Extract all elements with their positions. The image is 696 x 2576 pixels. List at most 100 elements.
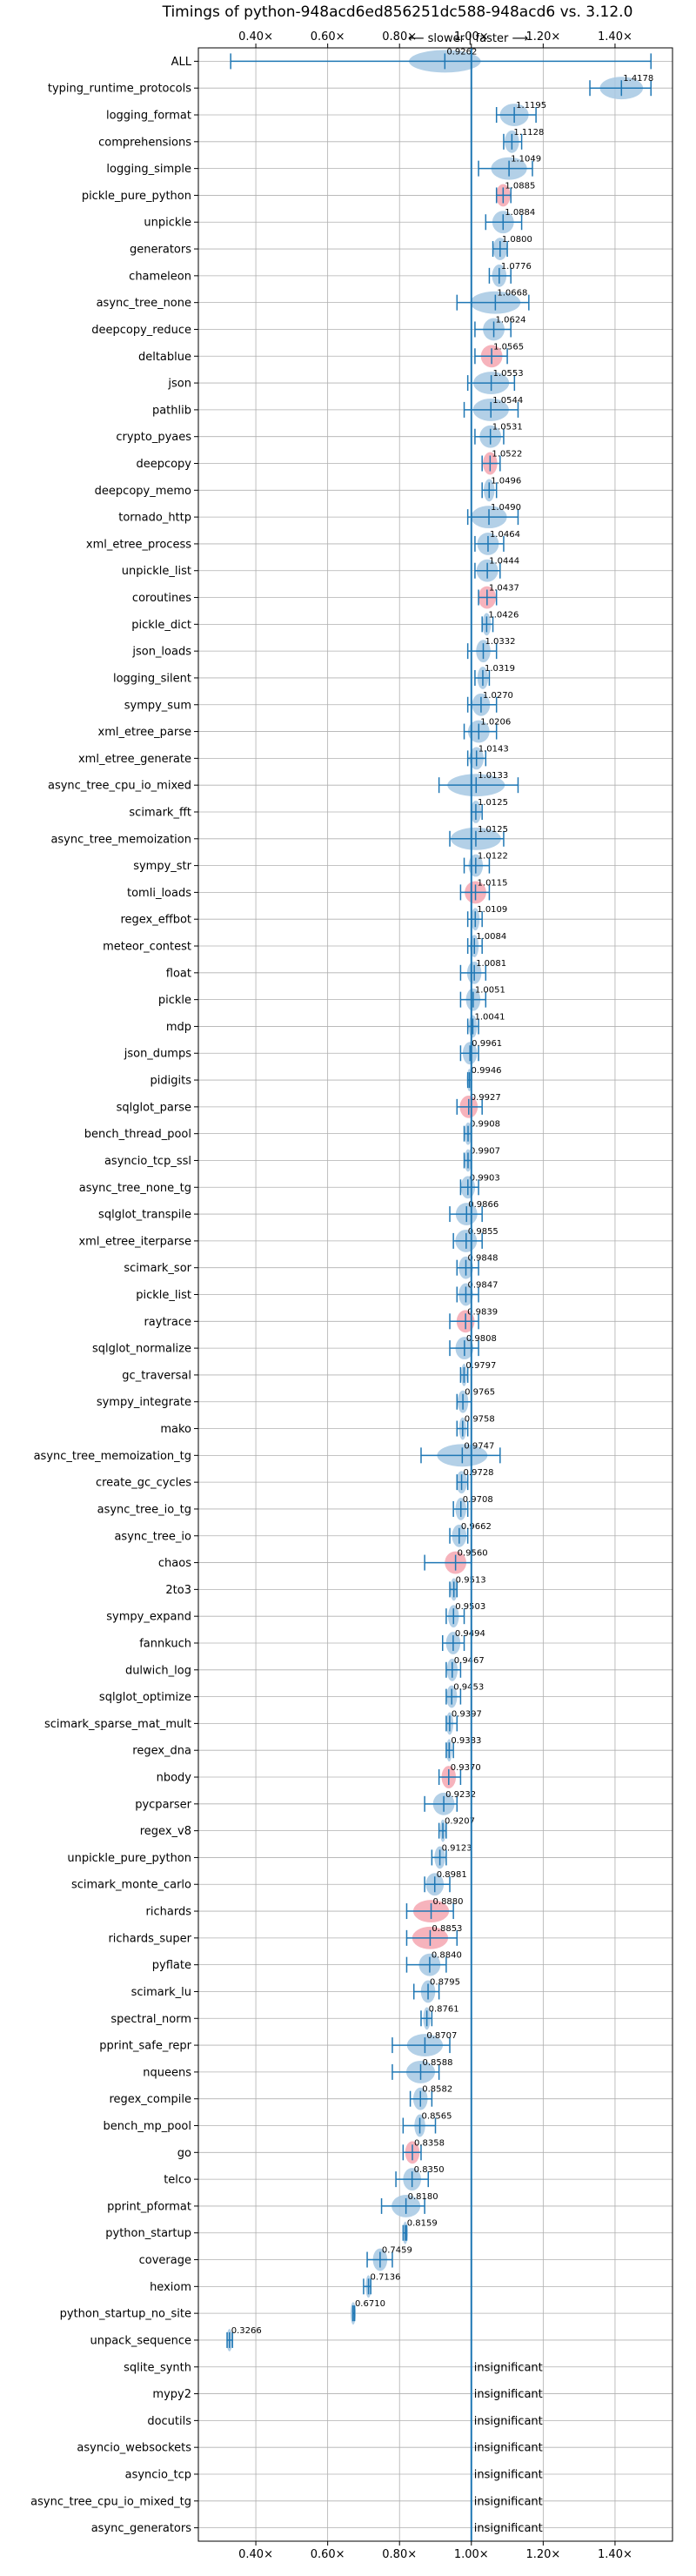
category-label: deepcopy bbox=[136, 458, 191, 471]
category-label: pprint_pformat bbox=[107, 2200, 191, 2213]
category-label: deepcopy_memo bbox=[95, 485, 191, 498]
x-tick-label-bottom: 0.80× bbox=[382, 2548, 417, 2561]
value-label: 1.0490 bbox=[491, 503, 521, 513]
value-label: 1.0143 bbox=[478, 744, 509, 754]
value-label: 1.0125 bbox=[478, 798, 508, 808]
value-label: 0.9927 bbox=[471, 1093, 501, 1103]
category-label: pyflate bbox=[152, 1959, 191, 1972]
value-label: 0.9232 bbox=[445, 1790, 476, 1800]
x-axis-top: 0.40× 0.60× 0.80× 1.00× 1.20× 1.40× bbox=[238, 30, 632, 48]
value-label: 0.8350 bbox=[414, 2165, 445, 2175]
category-label: fannkuch bbox=[139, 1637, 191, 1650]
value-label: 1.0444 bbox=[489, 557, 519, 567]
category-label: async_tree_io_tg bbox=[97, 1503, 191, 1516]
value-label: 1.0800 bbox=[502, 235, 532, 245]
x-tick-label-bottom: 0.40× bbox=[238, 2548, 273, 2561]
category-label: dulwich_log bbox=[125, 1664, 191, 1677]
insignificant-label: insignificant bbox=[474, 2361, 543, 2374]
value-label: 1.0270 bbox=[483, 691, 513, 701]
value-label: 0.8853 bbox=[432, 1924, 462, 1934]
insignificant-label: insignificant bbox=[474, 2388, 543, 2401]
value-label: 0.9503 bbox=[455, 1602, 485, 1612]
value-label: 0.8582 bbox=[422, 2085, 452, 2095]
value-label: 0.8358 bbox=[414, 2138, 445, 2148]
value-label: 0.8880 bbox=[433, 1897, 464, 1907]
x-tick-label-top: 1.40× bbox=[598, 30, 632, 44]
category-label: richards_super bbox=[108, 1932, 191, 1945]
category-label: scimark_lu bbox=[131, 1986, 191, 1999]
value-label: 1.0885 bbox=[505, 181, 535, 191]
category-label: regex_effbot bbox=[120, 914, 191, 927]
value-label: 0.9855 bbox=[468, 1227, 499, 1237]
value-label: 0.9747 bbox=[464, 1441, 494, 1451]
category-label: pickle bbox=[158, 994, 191, 1007]
category-label: deltablue bbox=[138, 351, 191, 364]
category-label: pycparser bbox=[135, 1798, 191, 1811]
category-label: xml_etree_process bbox=[86, 538, 191, 551]
category-label: json_loads bbox=[131, 646, 191, 659]
category-label: unpack_sequence bbox=[90, 2334, 191, 2347]
category-label: json bbox=[167, 378, 191, 391]
value-label: 1.0319 bbox=[485, 664, 515, 674]
plot-frame bbox=[197, 47, 673, 2542]
category-label: asyncio_tcp_ssl bbox=[104, 1155, 191, 1168]
category-label: unpickle_pure_python bbox=[67, 1852, 191, 1865]
value-label: 1.0133 bbox=[478, 771, 508, 781]
category-label: richards bbox=[146, 1906, 192, 1919]
value-label: 0.8981 bbox=[437, 1870, 467, 1880]
category-label: python_startup_no_site bbox=[60, 2308, 191, 2321]
x-tick-label-bottom: 1.00× bbox=[454, 2548, 489, 2561]
category-label: regex_compile bbox=[109, 2093, 191, 2106]
category-label: raytrace bbox=[144, 1316, 191, 1329]
value-label: 0.9907 bbox=[470, 1146, 500, 1156]
value-label: 1.0122 bbox=[478, 852, 508, 862]
category-label: sympy_expand bbox=[106, 1611, 191, 1624]
category-label: bench_thread_pool bbox=[84, 1128, 191, 1141]
x-tick-label-top: 0.40× bbox=[238, 30, 273, 44]
category-label: float bbox=[166, 967, 191, 980]
category-label: logging_format bbox=[106, 110, 191, 123]
value-label: 0.9903 bbox=[470, 1173, 500, 1183]
insignificant-label: insignificant bbox=[474, 2522, 543, 2535]
value-label: 1.4178 bbox=[623, 74, 653, 84]
x-axis-bottom: 0.40× 0.60× 0.80× 1.00× 1.20× 1.40× bbox=[238, 2541, 632, 2561]
value-label: 1.0496 bbox=[491, 476, 521, 486]
x-tick-label-bottom: 1.20× bbox=[525, 2548, 560, 2561]
category-label: ALL bbox=[171, 56, 192, 69]
x-tick-label-top: 0.80× bbox=[382, 30, 417, 44]
category-label: pathlib bbox=[152, 404, 191, 417]
category-label: sqlglot_optimize bbox=[99, 1691, 191, 1704]
category-label: pprint_safe_repr bbox=[99, 2040, 191, 2053]
category-label: async_tree_none_tg bbox=[79, 1182, 191, 1195]
value-label: 1.0332 bbox=[485, 637, 515, 647]
value-label: 1.1128 bbox=[513, 128, 544, 138]
chart-title: Timings of python-948acd6ed856251dc588-9… bbox=[162, 3, 633, 21]
value-label: 0.8795 bbox=[430, 1977, 460, 1987]
category-label: async_tree_cpu_io_mixed bbox=[48, 780, 191, 793]
value-label: 1.0051 bbox=[475, 986, 505, 996]
insignificant-label: insignificant bbox=[474, 2495, 543, 2508]
value-label: 1.0109 bbox=[477, 905, 507, 915]
category-label: bench_mp_pool bbox=[103, 2120, 191, 2133]
x-tick-label-bottom: 0.60× bbox=[311, 2548, 345, 2561]
value-label: 0.9839 bbox=[467, 1307, 498, 1317]
category-label: async_generators bbox=[91, 2522, 192, 2535]
category-label: regex_dna bbox=[132, 1745, 191, 1758]
category-label: mypy2 bbox=[152, 2388, 191, 2401]
value-label: 1.0464 bbox=[490, 530, 520, 540]
value-label: 1.1049 bbox=[511, 155, 541, 164]
value-label: 0.9560 bbox=[458, 1549, 488, 1559]
category-label: docutils bbox=[147, 2415, 191, 2428]
insignificant-label: insignificant bbox=[474, 2442, 543, 2455]
category-label: async_tree_cpu_io_mixed_tg bbox=[30, 2495, 191, 2508]
value-label: 0.9908 bbox=[470, 1120, 500, 1130]
value-label: 0.9765 bbox=[465, 1388, 495, 1398]
value-label: 1.0624 bbox=[496, 315, 526, 325]
category-label: create_gc_cycles bbox=[96, 1477, 191, 1490]
category-label: sympy_sum bbox=[124, 699, 191, 712]
value-label: 1.0084 bbox=[476, 932, 506, 942]
value-label: 0.9847 bbox=[467, 1281, 498, 1291]
value-label: 0.9728 bbox=[464, 1468, 494, 1478]
value-label: 1.0206 bbox=[480, 718, 511, 728]
value-label: 0.8588 bbox=[422, 2058, 452, 2068]
